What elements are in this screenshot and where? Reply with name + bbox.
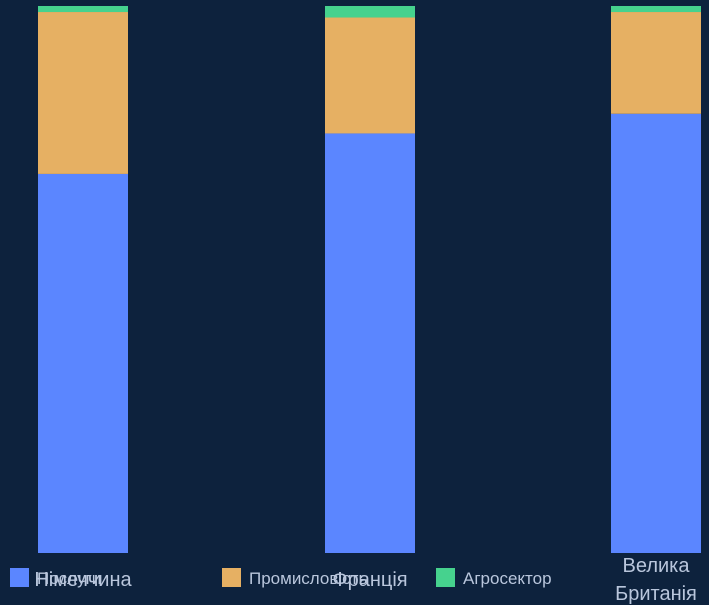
legend-label-2: Промисловість <box>249 569 367 588</box>
category-label-1: Німеччина <box>34 569 132 591</box>
bar-segment-1-series-1 <box>38 173 128 553</box>
bar-segment-3-series-2 <box>611 12 701 114</box>
legend: Послуги Промисловість Агросектор <box>10 568 552 588</box>
bar-segment-2-series-1 <box>325 133 415 554</box>
legend-swatch-3 <box>436 568 455 587</box>
bar-segment-1-series-3 <box>38 6 128 13</box>
bars-group <box>38 6 701 554</box>
category-label-3: Велика Британія <box>615 555 697 605</box>
bar-segment-2-series-2 <box>325 17 415 134</box>
legend-swatch-2 <box>222 568 241 587</box>
bar-segment-2-series-3 <box>325 6 415 18</box>
legend-label-1: Послуги <box>37 569 101 588</box>
legend-label-3: Агросектор <box>463 569 552 588</box>
category-labels: Німеччина Франція Велика Британія <box>34 555 697 605</box>
category-label-2: Франція <box>332 569 407 591</box>
bar-segment-3-series-3 <box>611 6 701 13</box>
bar-segment-1-series-2 <box>38 12 128 174</box>
bar-segment-3-series-1 <box>611 113 701 553</box>
legend-swatch-1 <box>10 568 29 587</box>
